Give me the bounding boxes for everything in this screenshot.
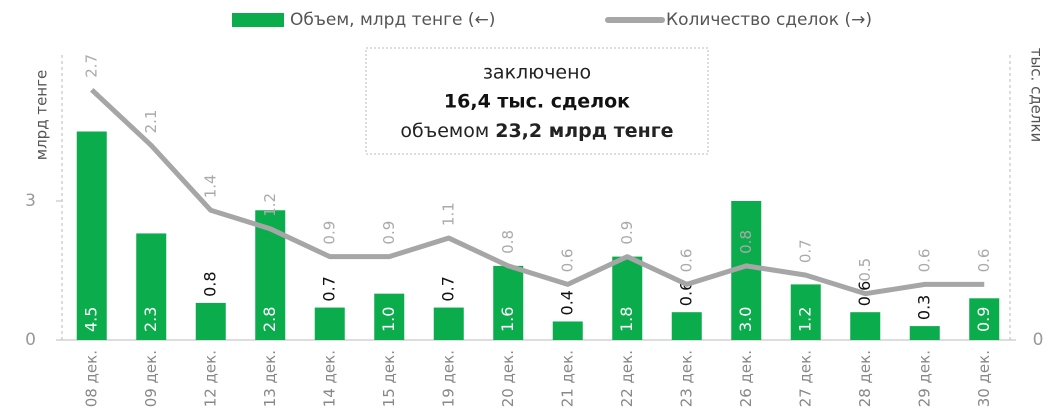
y-axis-label: млрд тенге bbox=[33, 70, 51, 160]
x-tick-label: 08 дек. bbox=[82, 350, 100, 407]
x-tick-label: 20 дек. bbox=[499, 350, 517, 407]
x-tick-label: 19 дек. bbox=[439, 350, 457, 407]
x-tick-label: 26 дек. bbox=[737, 350, 755, 407]
data-label: 2.8 bbox=[260, 307, 279, 332]
data-label: 0.5 bbox=[856, 258, 874, 282]
y-tick-label: 0 bbox=[25, 330, 36, 350]
data-label: 0.9 bbox=[618, 221, 636, 245]
data-label: 0.6 bbox=[676, 281, 695, 306]
data-label: 0.9 bbox=[974, 307, 993, 332]
legend-label: Объем, млрд тенге (←) bbox=[290, 10, 495, 30]
y-tick-label: 3 bbox=[25, 191, 36, 211]
annotation: 23,2 млрд тенге bbox=[495, 120, 673, 142]
bar bbox=[969, 298, 1000, 340]
data-label: 0.6 bbox=[915, 249, 933, 273]
bar bbox=[909, 326, 940, 340]
data-label: 4.5 bbox=[81, 307, 100, 332]
data-label: 0.3 bbox=[914, 295, 933, 320]
data-label: 3.0 bbox=[736, 307, 755, 332]
data-label: 0.7 bbox=[796, 239, 814, 263]
x-tick-label: 09 дек. bbox=[142, 350, 160, 407]
bar bbox=[552, 321, 583, 340]
bar bbox=[136, 233, 167, 340]
data-label: 1.2 bbox=[795, 307, 814, 332]
legend-label: Количество сделок (→) bbox=[666, 10, 872, 30]
bar bbox=[195, 302, 226, 340]
data-label: 0.7 bbox=[319, 276, 338, 301]
data-label: 0.9 bbox=[320, 221, 338, 245]
data-label: 0.7 bbox=[438, 276, 457, 301]
data-label: 0.9 bbox=[380, 221, 398, 245]
bar bbox=[374, 293, 405, 340]
x-tick-label: 15 дек. bbox=[380, 350, 398, 407]
annotation-box bbox=[365, 47, 709, 155]
x-tick-label: 29 дек. bbox=[915, 350, 933, 407]
legend-swatch bbox=[232, 13, 284, 27]
data-label: 0.4 bbox=[557, 290, 576, 315]
x-tick-label: 13 дек. bbox=[261, 350, 279, 407]
x-tick-label: 21 дек. bbox=[558, 350, 576, 407]
data-label: 2.1 bbox=[142, 110, 160, 134]
annotation: объемом 23,2 млрд тенге bbox=[400, 120, 673, 142]
bar bbox=[314, 307, 345, 340]
y2-tick-label: 0 bbox=[1033, 330, 1044, 350]
x-tick-label: 27 дек. bbox=[796, 350, 814, 407]
annotation: 16,4 тыс. сделок bbox=[444, 91, 630, 113]
bar bbox=[850, 312, 881, 340]
x-tick-label: 28 дек. bbox=[856, 350, 874, 407]
data-label: 0.8 bbox=[737, 230, 755, 254]
x-tick-label: 22 дек. bbox=[618, 350, 636, 407]
data-label: 0.6 bbox=[677, 249, 695, 273]
data-label: 1.1 bbox=[439, 202, 457, 226]
annotation: заключено bbox=[483, 62, 591, 84]
bar bbox=[76, 131, 107, 340]
x-tick-label: 30 дек. bbox=[975, 350, 993, 407]
line bbox=[90, 87, 985, 297]
data-label: 1.6 bbox=[498, 307, 517, 332]
bar bbox=[612, 256, 643, 340]
data-label: 1.4 bbox=[201, 174, 219, 198]
data-label: 0.8 bbox=[200, 271, 219, 296]
bar bbox=[671, 312, 702, 340]
data-label: 0.6 bbox=[975, 249, 993, 273]
bar bbox=[433, 307, 464, 340]
x-tick-label: 14 дек. bbox=[320, 350, 338, 407]
data-label: 1.8 bbox=[617, 307, 636, 332]
annotation: объемом bbox=[400, 120, 489, 142]
data-label: 2.7 bbox=[82, 54, 100, 78]
y2-axis-label: тыс. сделки bbox=[1028, 48, 1046, 143]
bar bbox=[790, 284, 821, 340]
bar bbox=[493, 265, 524, 340]
x-tick-label: 23 дек. bbox=[677, 350, 695, 407]
data-label: 1.2 bbox=[261, 193, 279, 217]
data-label: 1.0 bbox=[379, 307, 398, 332]
x-tick-label: 12 дек. bbox=[201, 350, 219, 407]
data-label: 0.6 bbox=[558, 249, 576, 273]
data-label: 2.3 bbox=[141, 307, 160, 332]
data-label: 0.8 bbox=[499, 230, 517, 254]
